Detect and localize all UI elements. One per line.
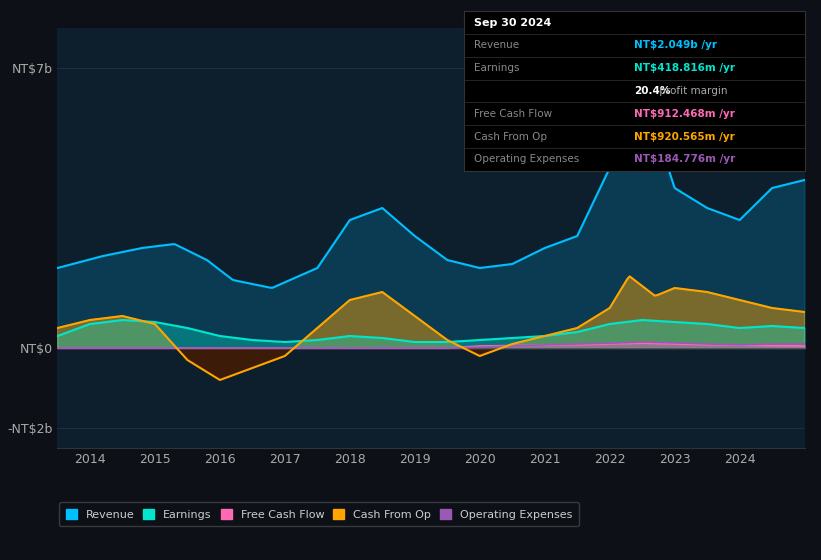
- Text: Cash From Op: Cash From Op: [474, 132, 547, 142]
- Text: Sep 30 2024: Sep 30 2024: [474, 17, 552, 27]
- Text: Earnings: Earnings: [474, 63, 520, 73]
- Legend: Revenue, Earnings, Free Cash Flow, Cash From Op, Operating Expenses: Revenue, Earnings, Free Cash Flow, Cash …: [59, 502, 579, 526]
- Text: Revenue: Revenue: [474, 40, 519, 50]
- Text: NT$920.565m /yr: NT$920.565m /yr: [635, 132, 735, 142]
- Text: NT$912.468m /yr: NT$912.468m /yr: [635, 109, 735, 119]
- Text: NT$418.816m /yr: NT$418.816m /yr: [635, 63, 736, 73]
- Text: NT$2.049b /yr: NT$2.049b /yr: [635, 40, 718, 50]
- Text: profit margin: profit margin: [656, 86, 728, 96]
- Text: 20.4%: 20.4%: [635, 86, 671, 96]
- Text: Operating Expenses: Operating Expenses: [474, 155, 580, 165]
- Text: Free Cash Flow: Free Cash Flow: [474, 109, 553, 119]
- Text: NT$184.776m /yr: NT$184.776m /yr: [635, 155, 736, 165]
